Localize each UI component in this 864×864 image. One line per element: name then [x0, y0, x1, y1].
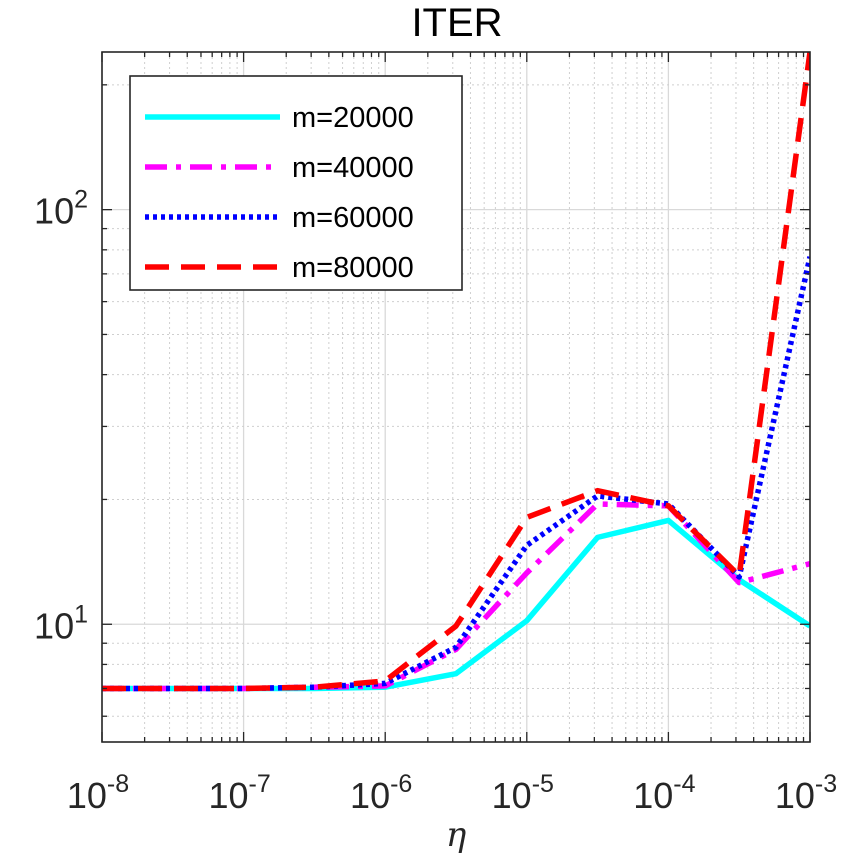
legend-label: m=20000 [292, 102, 414, 134]
x-tick-label: 10-3 [775, 770, 837, 816]
x-tick-label: 10-7 [208, 770, 270, 816]
legend-box [129, 75, 463, 291]
y-tick-label: 102 [34, 186, 88, 232]
ticks [101, 52, 811, 742]
x-tick-label: 10-4 [633, 770, 695, 816]
tick-labels: 10-8 10-7 10-6 10-5 10-4 10-3 101 102 [34, 186, 837, 816]
x-tick-label: 10-8 [67, 770, 129, 816]
y-tick-label: 101 [34, 600, 88, 646]
legend: m=20000 m=40000 m=60000 m=80000 [129, 75, 463, 291]
series-line-m-80000 [102, 52, 810, 692]
series-line-m-60000 [102, 256, 810, 692]
series-group [102, 52, 810, 692]
legend-label: m=60000 [292, 202, 414, 234]
chart-title: ITER [411, 1, 502, 45]
axes-box [101, 51, 811, 743]
legend-label: m=40000 [292, 152, 414, 184]
x-axis-label: η [446, 815, 467, 855]
x-tick-label: 10-6 [350, 770, 412, 816]
legend-label: m=80000 [292, 252, 414, 284]
x-tick-label: 10-5 [492, 770, 554, 816]
